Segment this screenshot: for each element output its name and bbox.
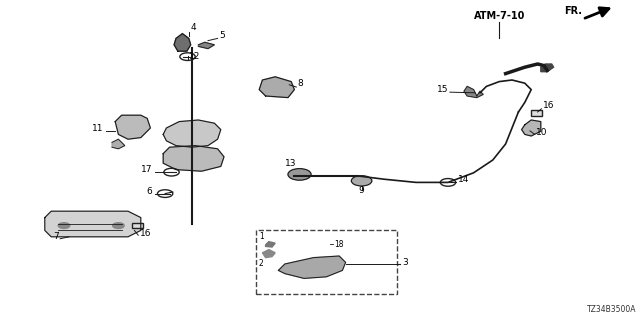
Text: 11: 11 — [92, 124, 104, 132]
Text: 17: 17 — [141, 165, 152, 174]
Polygon shape — [198, 42, 214, 49]
Circle shape — [113, 223, 124, 228]
Circle shape — [288, 169, 311, 180]
Polygon shape — [259, 77, 294, 98]
Polygon shape — [174, 34, 191, 51]
Polygon shape — [266, 242, 275, 247]
Text: 9: 9 — [359, 186, 364, 195]
Polygon shape — [464, 86, 483, 98]
Bar — [132, 223, 143, 228]
Circle shape — [58, 223, 70, 228]
Text: 14: 14 — [458, 175, 469, 184]
Text: 7: 7 — [53, 232, 59, 241]
Text: 12: 12 — [189, 52, 201, 61]
Text: 5: 5 — [219, 31, 225, 40]
Polygon shape — [522, 120, 541, 136]
Text: 18: 18 — [334, 240, 344, 249]
Text: 13: 13 — [285, 159, 297, 168]
Polygon shape — [115, 115, 150, 139]
Circle shape — [351, 176, 372, 186]
Text: 1: 1 — [259, 232, 264, 241]
Polygon shape — [262, 250, 275, 258]
Polygon shape — [112, 139, 125, 149]
Text: FR.: FR. — [564, 6, 582, 16]
Text: 16: 16 — [140, 228, 151, 237]
Text: 16: 16 — [543, 101, 554, 110]
Polygon shape — [541, 64, 554, 72]
Text: 3: 3 — [402, 258, 408, 267]
Text: TZ34B3500A: TZ34B3500A — [588, 305, 637, 314]
Polygon shape — [163, 146, 224, 171]
Polygon shape — [163, 120, 221, 147]
Text: 6: 6 — [147, 187, 152, 196]
Bar — [256, 230, 397, 294]
Text: 2: 2 — [259, 259, 264, 268]
Polygon shape — [278, 256, 346, 278]
Bar — [531, 110, 542, 116]
Text: 4: 4 — [191, 23, 196, 32]
Text: 15: 15 — [436, 84, 448, 93]
Text: ATM-7-10: ATM-7-10 — [474, 11, 525, 21]
Text: 8: 8 — [298, 79, 303, 88]
Text: 10: 10 — [536, 128, 547, 137]
Polygon shape — [45, 211, 141, 237]
